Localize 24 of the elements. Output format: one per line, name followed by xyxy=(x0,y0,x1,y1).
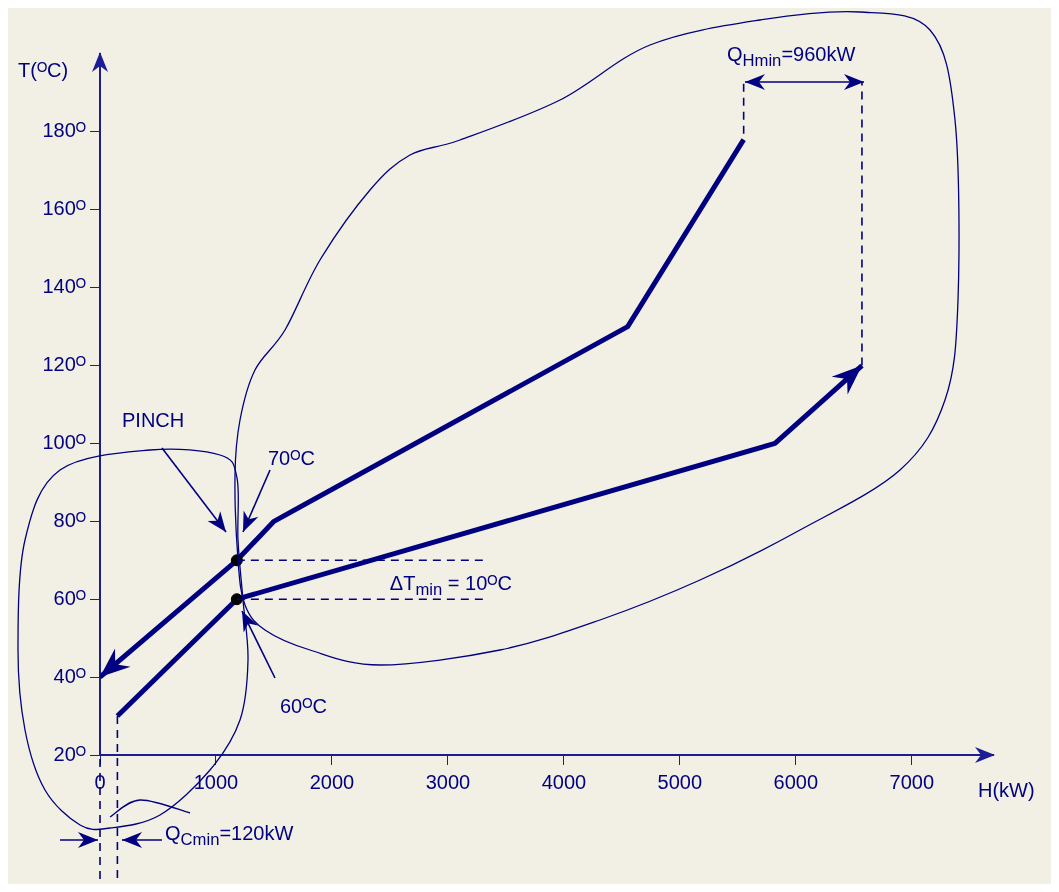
annotation: PINCH xyxy=(122,408,185,432)
x-tick-label: 2000 xyxy=(309,770,355,793)
x-tick-label: 0 xyxy=(94,770,106,793)
annotation: 60ᴼC xyxy=(280,694,327,718)
y-axis-title: T(ᴼC) xyxy=(18,58,69,82)
y-tick-label: 80ᴼ xyxy=(53,508,86,531)
x-tick-label: 6000 xyxy=(773,770,819,793)
text: Q$_{Cmin}$=120kW xyxy=(165,821,294,851)
annotation: ΔT$_{min}$ = 10ᴼC xyxy=(389,571,512,602)
y-tick-label: 40ᴼ xyxy=(53,664,86,687)
x-axis-title: H(kW) xyxy=(978,778,1035,802)
y-tick-label: 160ᴼ xyxy=(42,197,86,220)
y-tick-label: 180ᴼ xyxy=(42,119,86,142)
x-tick-label: 7000 xyxy=(889,770,935,793)
y-tick-label: 60ᴼ xyxy=(53,586,86,609)
annotation: Q$_{Hmin}$=960kW xyxy=(726,41,856,72)
y-tick-label: 20ᴼ xyxy=(53,742,86,765)
x-tick-label: 3000 xyxy=(425,770,471,793)
y-tick-label: 100ᴼ xyxy=(42,430,86,453)
x-tick-label: 5000 xyxy=(657,770,703,793)
x-tick-label: 4000 xyxy=(541,770,587,793)
annotation: 70ᴼC xyxy=(268,446,315,470)
y-tick-label: 120ᴼ xyxy=(42,353,86,376)
y-tick-label: 140ᴼ xyxy=(42,275,86,298)
